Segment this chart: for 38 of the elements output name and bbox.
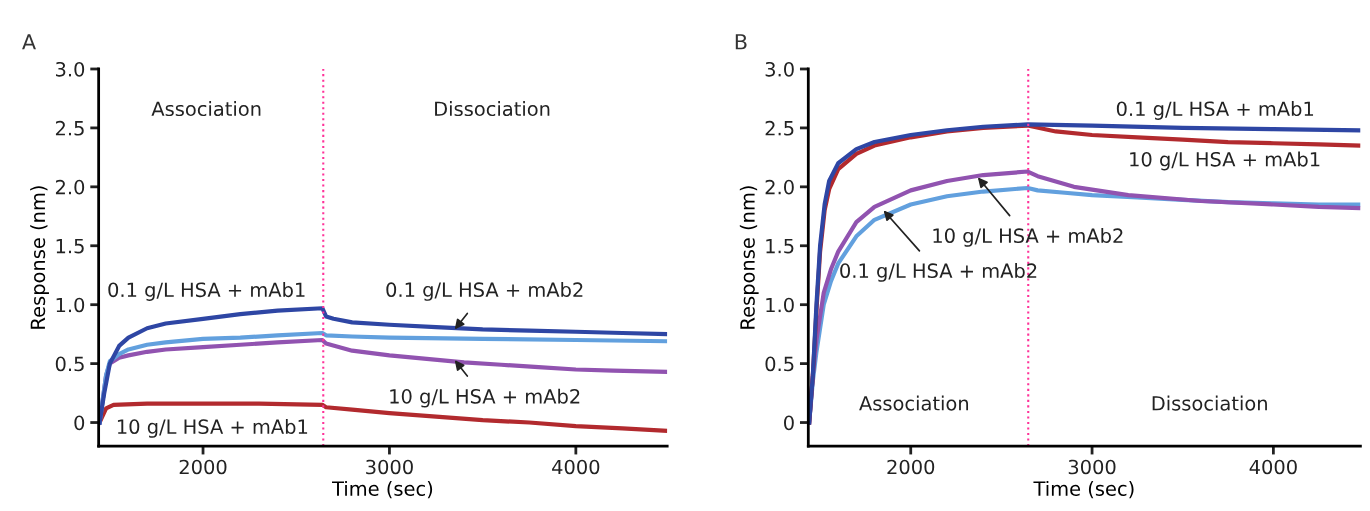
annotation: Dissociation bbox=[435, 101, 550, 117]
y-tick-label: 2.0 bbox=[55, 179, 85, 195]
y-tick-label: 3.0 bbox=[56, 61, 85, 77]
annotation: 10 g/L HSA + mAb1 bbox=[1130, 151, 1320, 171]
x-axis-title: Time (sec) bbox=[332, 480, 433, 499]
chart-title: A bbox=[22, 34, 36, 50]
chart-title: B bbox=[735, 34, 747, 50]
y-tick-label: 0 bbox=[74, 415, 85, 431]
y-tick-label: 1.0 bbox=[766, 297, 794, 313]
annotation: 0.1 g/L HSA + mAb2 bbox=[386, 282, 583, 301]
y-tick-label: 1.0 bbox=[56, 297, 85, 313]
y-tick-label: 2.0 bbox=[765, 179, 794, 195]
annotation: 0.1 g/L HSA + mAb1 bbox=[108, 282, 305, 301]
x-tick-label: 2000 bbox=[887, 459, 935, 475]
annotation: 0.1 g/L HSA + mAb1 bbox=[1116, 101, 1314, 120]
x-tick-label: 3000 bbox=[366, 459, 413, 475]
x-tick-label: 4000 bbox=[552, 459, 600, 475]
annotation: 10 g/L HSA + mAb2 bbox=[390, 388, 580, 408]
y-tick-label: 0 bbox=[784, 415, 794, 431]
y-tick-label: 1.5 bbox=[56, 238, 84, 254]
y-tick-label: 1.5 bbox=[766, 238, 794, 254]
annotation: 10 g/L HSA + mAb1 bbox=[117, 418, 308, 438]
y-tick-label: 0.5 bbox=[765, 356, 794, 372]
x-tick-label: 4000 bbox=[1249, 459, 1297, 475]
annotation: 10 g/L HSA + mAb2 bbox=[933, 228, 1123, 247]
annotation: Association bbox=[859, 395, 969, 411]
x-tick-label: 2000 bbox=[179, 459, 227, 475]
annotation: 0.1 g/L HSA + mAb2 bbox=[840, 262, 1037, 282]
y-axis-title: Response (nm) bbox=[739, 186, 759, 329]
y-tick-label: 2.5 bbox=[55, 120, 84, 136]
y-tick-label: 3.0 bbox=[765, 61, 794, 77]
x-axis-title: Time (sec) bbox=[1033, 480, 1134, 499]
annotation: Dissociation bbox=[1152, 395, 1267, 411]
x-tick-label: 3000 bbox=[1068, 459, 1116, 475]
annotation: Association bbox=[151, 101, 261, 117]
y-axis-title: Response (nm) bbox=[30, 186, 49, 329]
y-tick-label: 0.5 bbox=[55, 356, 84, 372]
y-tick-label: 2.5 bbox=[765, 120, 794, 136]
